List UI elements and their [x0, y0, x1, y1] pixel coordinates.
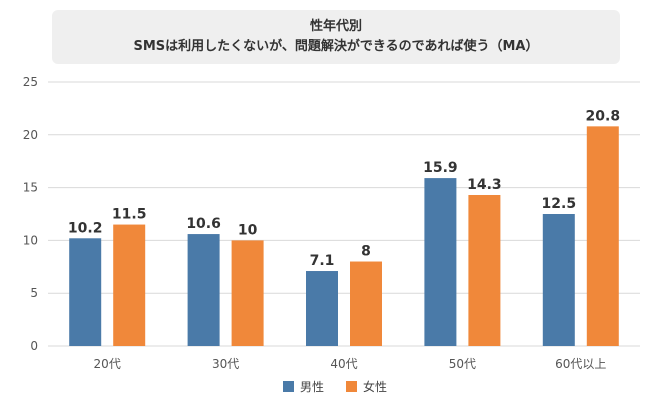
data-label: 10.6	[186, 216, 221, 232]
bar	[231, 240, 264, 346]
data-label: 11.5	[112, 207, 147, 223]
data-label: 15.9	[423, 160, 458, 176]
bar	[468, 194, 501, 346]
x-tick-label: 50代	[449, 357, 476, 371]
data-label: 8	[361, 244, 371, 260]
legend-label-female: 女性	[363, 380, 388, 394]
y-tick-label: 0	[30, 339, 38, 353]
legend-swatch-male	[282, 381, 294, 392]
bar	[187, 234, 220, 346]
legend: 男性 女性	[0, 378, 670, 395]
x-tick-label: 60代以上	[555, 357, 606, 371]
x-tick-label: 30代	[212, 357, 239, 371]
bar	[424, 178, 457, 346]
legend-label-male: 男性	[299, 380, 324, 394]
legend-swatch-female	[346, 381, 357, 392]
bar	[306, 271, 338, 346]
chart-title-box: 性年代別 SMSは利用したくないが、問題解決ができるのであれば使う（MA）	[52, 10, 620, 64]
y-tick-label: 15	[23, 181, 38, 195]
legend-item-male: 男性	[282, 378, 324, 395]
data-label: 20.8	[586, 108, 621, 124]
chart-subtitle: SMSは利用したくないが、問題解決ができるのであれば使う（MA）	[133, 39, 539, 54]
chart-title: 性年代別	[309, 19, 362, 34]
bar	[542, 214, 575, 346]
bar	[69, 238, 102, 346]
bar	[350, 261, 382, 346]
data-label: 14.3	[467, 177, 502, 193]
y-tick-label: 20	[23, 128, 38, 142]
y-tick-label: 5	[30, 286, 38, 300]
y-tick-label: 10	[23, 233, 38, 247]
data-label: 7.1	[310, 253, 335, 269]
bar	[113, 224, 146, 346]
bar	[586, 126, 619, 347]
x-tick-label: 40代	[330, 357, 357, 371]
data-label: 12.5	[542, 196, 577, 212]
data-label: 10.2	[68, 220, 103, 236]
x-tick-label: 20代	[94, 357, 121, 371]
data-label: 10	[238, 222, 258, 238]
y-tick-label: 25	[23, 75, 38, 89]
legend-item-female: 女性	[346, 378, 387, 395]
